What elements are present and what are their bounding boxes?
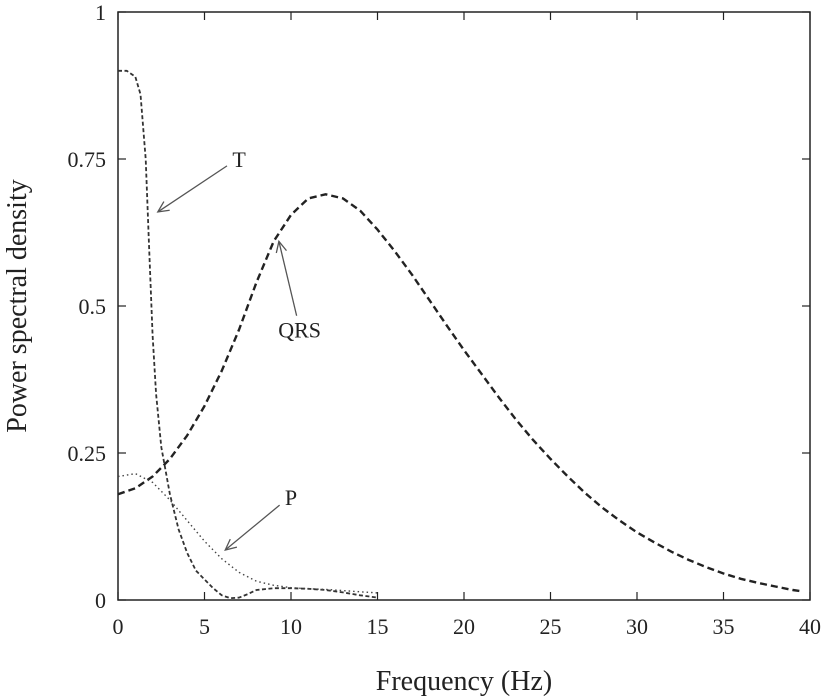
y-tick-label: 0 bbox=[95, 588, 106, 613]
y-tick-label: 0.25 bbox=[68, 441, 107, 466]
y-tick-label: 0.75 bbox=[68, 147, 107, 172]
annotation-arrow-line bbox=[278, 241, 298, 316]
x-tick-label: 30 bbox=[626, 614, 648, 639]
annotation-arrow-line bbox=[157, 165, 228, 213]
series-line-t bbox=[118, 69, 378, 600]
annotation-arrow-head bbox=[156, 201, 170, 213]
x-tick-label: 25 bbox=[540, 614, 562, 639]
y-tick-label: 1 bbox=[95, 0, 106, 25]
annotation-label-p: P bbox=[285, 485, 297, 510]
ticks-layer: 0 5 10 15 20 25 30 35 40 0 0.25 0.5 0.75 1 bbox=[68, 0, 822, 639]
x-tick-label: 40 bbox=[799, 614, 821, 639]
series-layer bbox=[117, 69, 802, 600]
annotation-label-t: T bbox=[232, 147, 246, 172]
x-tick-label: 0 bbox=[113, 614, 124, 639]
annotation-arrow-head bbox=[224, 538, 238, 551]
y-tick-label: 0.5 bbox=[79, 294, 107, 319]
x-tick-label: 35 bbox=[713, 614, 735, 639]
y-axis-title: Power spectral density bbox=[2, 179, 33, 433]
x-tick-label: 5 bbox=[199, 614, 210, 639]
x-axis-title: Frequency (Hz) bbox=[376, 666, 552, 697]
annotations-layer: T QRS P bbox=[156, 147, 321, 551]
plot-frame bbox=[117, 11, 811, 601]
annotation-arrow-line bbox=[224, 504, 281, 551]
x-tick-label: 20 bbox=[453, 614, 475, 639]
x-tick-label: 10 bbox=[280, 614, 302, 639]
series-line-qrs bbox=[117, 193, 802, 593]
annotation-label-qrs: QRS bbox=[278, 317, 321, 342]
series-line-p bbox=[117, 472, 378, 594]
annotation-arrow-head bbox=[275, 239, 287, 254]
x-tick-label: 15 bbox=[367, 614, 389, 639]
